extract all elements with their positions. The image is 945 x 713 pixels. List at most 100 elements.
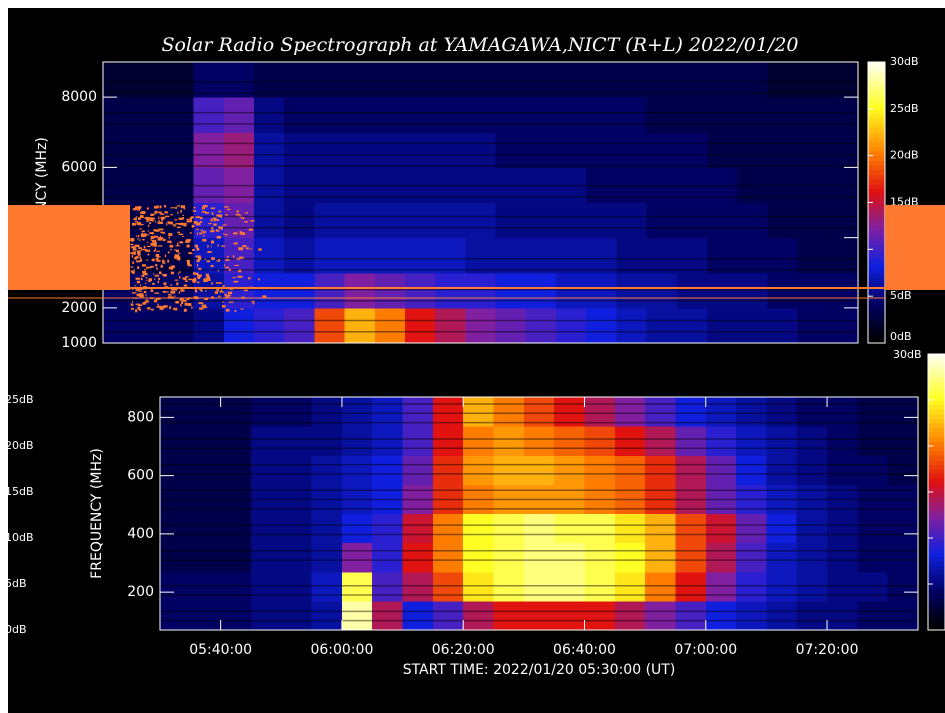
- glitch-speckle: [155, 221, 156, 223]
- colorbar-step: [928, 520, 945, 525]
- glitch-speckle: [242, 297, 245, 299]
- glitch-speckle: [138, 246, 139, 247]
- spectrogram-cell: [645, 601, 676, 631]
- glitch-speckle: [238, 270, 241, 272]
- spectrogram-cell: [556, 203, 587, 239]
- colorbar-step: [928, 561, 945, 566]
- glitch-speckle: [158, 278, 160, 280]
- spectrogram-cell: [556, 308, 587, 344]
- glitch-speckle: [233, 255, 234, 258]
- colorbar-step: [928, 451, 945, 456]
- spectrogram-cell: [526, 238, 557, 274]
- colorbar-step: [928, 464, 945, 469]
- colorbar-step: [868, 81, 885, 86]
- spectrogram-cell: [221, 455, 252, 485]
- glitch-speckle: [146, 217, 150, 220]
- glitch-speckle: [157, 251, 160, 252]
- glitch-speckle: [147, 207, 149, 209]
- glitch-speckle: [146, 260, 148, 261]
- glitch-speckle: [139, 256, 141, 258]
- colorbar-step: [928, 460, 945, 465]
- glitch-speckle: [253, 303, 255, 305]
- spectrogram-cell: [675, 426, 706, 456]
- glitch-speckle: [165, 255, 166, 258]
- spectrogram-cell: [494, 572, 525, 602]
- colorbar-step: [928, 428, 945, 433]
- colorbar-step: [868, 71, 885, 76]
- colorbar-step: [868, 146, 885, 151]
- spectrogram-cell: [494, 514, 525, 544]
- colorbar-step: [868, 118, 885, 123]
- spectrogram-cell: [798, 203, 829, 239]
- glitch-speckle: [151, 236, 154, 239]
- glitch-speckle: [196, 255, 200, 257]
- colorbar-step: [868, 282, 885, 287]
- spectrogram-cell: [556, 238, 587, 274]
- glitch-speckle: [250, 248, 251, 249]
- spectrogram-cell: [251, 543, 282, 573]
- glitch-speckle: [138, 305, 143, 307]
- spectrogram-cell: [375, 308, 406, 344]
- spectrogram-cell: [494, 455, 525, 485]
- glitch-speckle: [172, 297, 174, 299]
- colorbar-step: [868, 90, 885, 95]
- glitch-speckle: [216, 215, 219, 217]
- glitch-speckle: [242, 245, 246, 247]
- glitch-speckle: [152, 243, 157, 246]
- spectrogram-cell: [103, 132, 134, 168]
- spectrogram-cell: [828, 238, 859, 274]
- colorbar-label: 20dB: [5, 439, 34, 452]
- spectrogram-cell: [616, 238, 647, 274]
- spectrogram-cell: [706, 426, 737, 456]
- spectrogram-cell: [798, 132, 829, 168]
- glitch-speckle: [218, 296, 221, 297]
- glitch-speckle: [224, 206, 228, 207]
- glitch-speckle: [196, 248, 199, 251]
- spectrogram-cell: [707, 238, 738, 274]
- glitch-speckle: [196, 273, 199, 275]
- spectrogram-cell: [496, 273, 527, 309]
- spectrogram-cell: [403, 543, 434, 573]
- spectrogram-cell: [190, 572, 221, 602]
- glitch-speckle: [216, 260, 218, 261]
- colorbar-step: [928, 469, 945, 474]
- spectrogram-cell: [254, 132, 285, 168]
- colorbar-step: [928, 543, 945, 548]
- glitch-speckle: [170, 249, 171, 251]
- colorbar-step: [928, 510, 945, 515]
- glitch-speckle: [143, 287, 146, 289]
- glitch-speckle: [159, 272, 162, 275]
- spectrogram-cell: [677, 132, 708, 168]
- glitch-speckle: [163, 291, 166, 293]
- spectrogram-cell: [251, 572, 282, 602]
- glitch-speckle: [143, 302, 146, 304]
- spectrogram-cell: [556, 132, 587, 168]
- colorbar-step: [868, 212, 885, 217]
- glitch-speckle: [150, 266, 154, 268]
- spectrogram-cell: [707, 308, 738, 344]
- spectrogram-cell: [190, 543, 221, 573]
- glitch-speckle: [205, 290, 206, 291]
- glitch-speckle: [136, 216, 137, 218]
- spectrogram-cell: [736, 455, 767, 485]
- glitch-speckle: [226, 214, 228, 216]
- glitch-speckle: [211, 227, 213, 229]
- x-tick-label: 07:20:00: [796, 642, 859, 658]
- colorbar-step: [928, 455, 945, 460]
- colorbar-label: 30dB: [890, 55, 919, 68]
- spectrogram-cell: [556, 97, 587, 133]
- glitch-speckle: [163, 305, 168, 307]
- glitch-speckle: [143, 230, 145, 232]
- colorbar-step: [868, 142, 885, 147]
- x-tick-label: 06:20:00: [432, 642, 495, 658]
- glitch-speckle: [211, 265, 214, 267]
- glitch-speckle: [196, 229, 198, 230]
- glitch-speckle: [151, 290, 154, 292]
- spectrogram-cell: [767, 273, 798, 309]
- glitch-speckle: [150, 214, 154, 216]
- glitch-speckle: [131, 308, 134, 310]
- spectrogram-cell: [766, 426, 797, 456]
- spectrogram-cell: [675, 601, 706, 631]
- colorbar-step: [928, 556, 945, 561]
- glitch-speckle: [146, 268, 147, 269]
